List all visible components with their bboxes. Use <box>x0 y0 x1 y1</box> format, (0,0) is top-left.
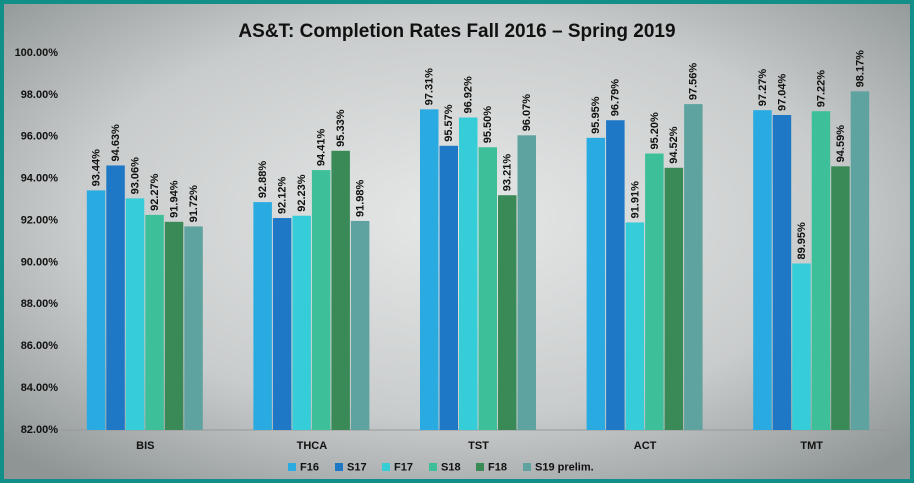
value-label: 91.94% <box>168 180 180 218</box>
value-label: 94.59% <box>835 125 847 163</box>
legend-label: F16 <box>300 461 319 473</box>
value-label: 91.72% <box>188 185 200 223</box>
bar <box>350 220 370 430</box>
legend-label: F18 <box>488 461 507 473</box>
value-label: 96.92% <box>463 76 475 114</box>
value-label: 89.95% <box>796 222 808 260</box>
value-label: 92.12% <box>277 177 289 215</box>
value-label: 93.44% <box>90 149 102 187</box>
y-tick-label: 86.00% <box>21 340 59 352</box>
y-tick-label: 100.00% <box>15 47 59 59</box>
legend-label: S19 prelim. <box>535 461 594 473</box>
legend-swatch <box>382 463 390 471</box>
value-label: 97.04% <box>776 73 788 111</box>
bar <box>253 202 272 430</box>
value-label: 97.22% <box>815 70 827 108</box>
bar <box>125 198 145 430</box>
bar <box>684 104 703 431</box>
y-tick-label: 90.00% <box>21 256 59 268</box>
bar <box>645 153 664 431</box>
bar <box>106 165 125 430</box>
legend-swatch <box>523 463 531 471</box>
bar <box>517 135 536 431</box>
chart-title: AS&T: Completion Rates Fall 2016 – Sprin… <box>238 21 675 42</box>
bar <box>86 190 106 430</box>
value-label: 95.57% <box>443 104 455 142</box>
bar <box>664 167 684 430</box>
y-tick-label: 88.00% <box>21 298 59 310</box>
bar <box>459 117 478 431</box>
bar <box>625 222 645 430</box>
bar <box>439 145 458 431</box>
y-tick-label: 94.00% <box>21 173 59 185</box>
value-label: 95.50% <box>482 106 494 144</box>
bar <box>292 215 311 430</box>
bar <box>498 195 517 430</box>
value-label: 97.27% <box>757 69 769 107</box>
x-tick-label: TST <box>468 440 489 452</box>
y-tick-label: 92.00% <box>21 214 59 226</box>
value-label: 93.06% <box>129 157 141 195</box>
x-tick-label: BIS <box>136 440 154 452</box>
value-label: 98.17% <box>854 50 866 88</box>
value-label: 97.56% <box>688 63 700 101</box>
value-label: 97.31% <box>424 68 436 106</box>
bar <box>145 214 164 430</box>
x-tick-label: TMT <box>800 440 823 452</box>
legend-swatch <box>476 463 484 471</box>
y-tick-label: 84.00% <box>21 382 59 394</box>
y-tick-label: 98.00% <box>21 89 59 101</box>
value-label: 91.98% <box>355 179 367 217</box>
value-label: 92.23% <box>296 174 308 212</box>
value-label: 92.27% <box>149 173 161 211</box>
bar <box>850 91 870 430</box>
bar <box>184 226 203 430</box>
legend-swatch <box>288 463 296 471</box>
value-label: 94.52% <box>668 126 680 164</box>
value-label: 96.79% <box>610 79 622 117</box>
value-label: 96.07% <box>521 94 533 132</box>
value-label: 92.88% <box>257 161 269 199</box>
legend-label: F17 <box>394 461 413 473</box>
bar <box>164 221 184 430</box>
legend-swatch <box>335 463 343 471</box>
bar <box>792 263 811 430</box>
value-label: 94.41% <box>316 129 328 167</box>
bar <box>831 166 850 430</box>
bar <box>478 147 497 430</box>
value-label: 95.95% <box>590 96 602 134</box>
value-label: 93.21% <box>502 154 514 192</box>
bar <box>331 150 350 431</box>
value-label: 91.91% <box>629 181 641 219</box>
x-tick-label: THCA <box>297 440 328 452</box>
x-tick-label: ACT <box>634 440 657 452</box>
bar <box>772 114 792 431</box>
bar <box>420 109 439 431</box>
legend-label: S17 <box>347 461 367 473</box>
bar <box>272 218 292 430</box>
value-label: 94.63% <box>110 124 122 162</box>
y-tick-label: 82.00% <box>21 424 59 436</box>
bar <box>311 170 331 430</box>
bar <box>586 137 606 430</box>
legend-label: S18 <box>441 461 461 473</box>
value-label: 95.20% <box>649 112 661 150</box>
value-label: 95.33% <box>335 109 347 147</box>
bar <box>753 110 772 430</box>
bar <box>606 120 625 431</box>
legend-swatch <box>429 463 437 471</box>
bar <box>811 111 831 430</box>
y-tick-label: 96.00% <box>21 131 59 143</box>
